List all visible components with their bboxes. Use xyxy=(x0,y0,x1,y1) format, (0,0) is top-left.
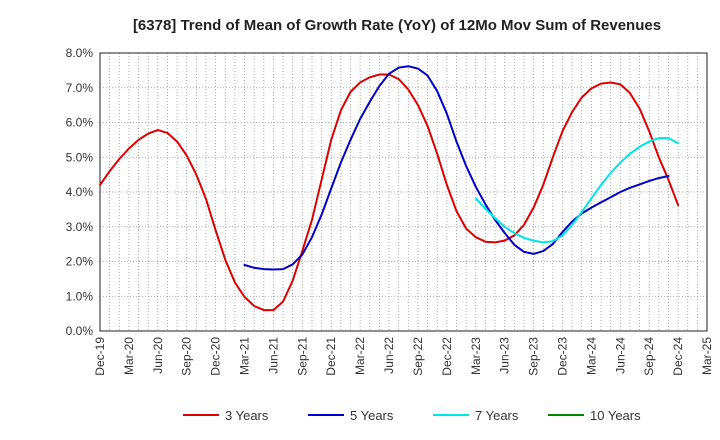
x-tick-label: Sep-21 xyxy=(295,337,309,376)
x-tick-label: Dec-24 xyxy=(671,337,685,376)
x-tick-label: Sep-20 xyxy=(180,337,194,376)
x-tick-label: Mar-23 xyxy=(469,337,483,375)
x-tick-label: Jun-20 xyxy=(151,337,165,374)
x-tick-label: Dec-22 xyxy=(440,337,454,376)
x-tick-label: Jun-24 xyxy=(613,337,627,374)
x-tick-label: Jun-21 xyxy=(266,337,280,374)
x-tick-label: Mar-25 xyxy=(700,337,714,375)
x-tick-label: Dec-21 xyxy=(324,337,338,376)
x-tick-label: Dec-20 xyxy=(209,337,223,376)
y-tick-label: 1.0% xyxy=(66,289,94,303)
y-tick-label: 5.0% xyxy=(66,150,94,164)
x-tick-label: Jun-22 xyxy=(382,337,396,374)
x-tick-label: Sep-23 xyxy=(527,337,541,376)
series-lines xyxy=(99,65,680,312)
legend-label: 5 Years xyxy=(350,408,394,423)
y-tick-label: 7.0% xyxy=(66,81,94,95)
y-tick-label: 4.0% xyxy=(66,185,94,199)
y-tick-label: 8.0% xyxy=(66,46,94,60)
chart-title: [6378] Trend of Mean of Growth Rate (YoY… xyxy=(133,17,661,34)
x-tick-label: Jun-23 xyxy=(498,337,512,374)
series-line-5-years xyxy=(243,65,670,271)
legend-label: 3 Years xyxy=(225,408,269,423)
x-tick-label: Sep-22 xyxy=(411,337,425,376)
y-tick-label: 3.0% xyxy=(66,220,94,234)
x-axis-tick-labels: Dec-19 Mar-20 Jun-20 Sep-20 Dec-20 Mar-21 Jun-… xyxy=(93,337,714,376)
x-tick-label: Mar-21 xyxy=(238,337,252,375)
x-tick-label: Dec-19 xyxy=(93,337,107,376)
y-axis-tick-labels: 0.0% 1.0% 2.0% 3.0% 4.0% 5.0% 6.0% 7.0% 8.0% xyxy=(66,46,94,338)
horizontal-gridlines xyxy=(100,87,707,297)
legend-label: 7 Years xyxy=(475,408,519,423)
plot-border xyxy=(99,52,708,332)
x-tick-label: Mar-20 xyxy=(122,337,136,375)
y-tick-label: 6.0% xyxy=(66,116,94,130)
y-tick-label: 0.0% xyxy=(66,324,94,338)
x-tick-label: Sep-24 xyxy=(642,337,656,376)
series-line-7-years xyxy=(474,137,680,244)
y-tick-label: 2.0% xyxy=(66,255,94,269)
x-tick-label: Mar-22 xyxy=(353,337,367,375)
x-tick-label: Dec-23 xyxy=(555,337,569,376)
legend: 3 Years 5 Years 7 Years 10 Years xyxy=(183,408,641,423)
legend-label: 10 Years xyxy=(590,408,641,423)
x-tick-label: Mar-24 xyxy=(584,337,598,375)
